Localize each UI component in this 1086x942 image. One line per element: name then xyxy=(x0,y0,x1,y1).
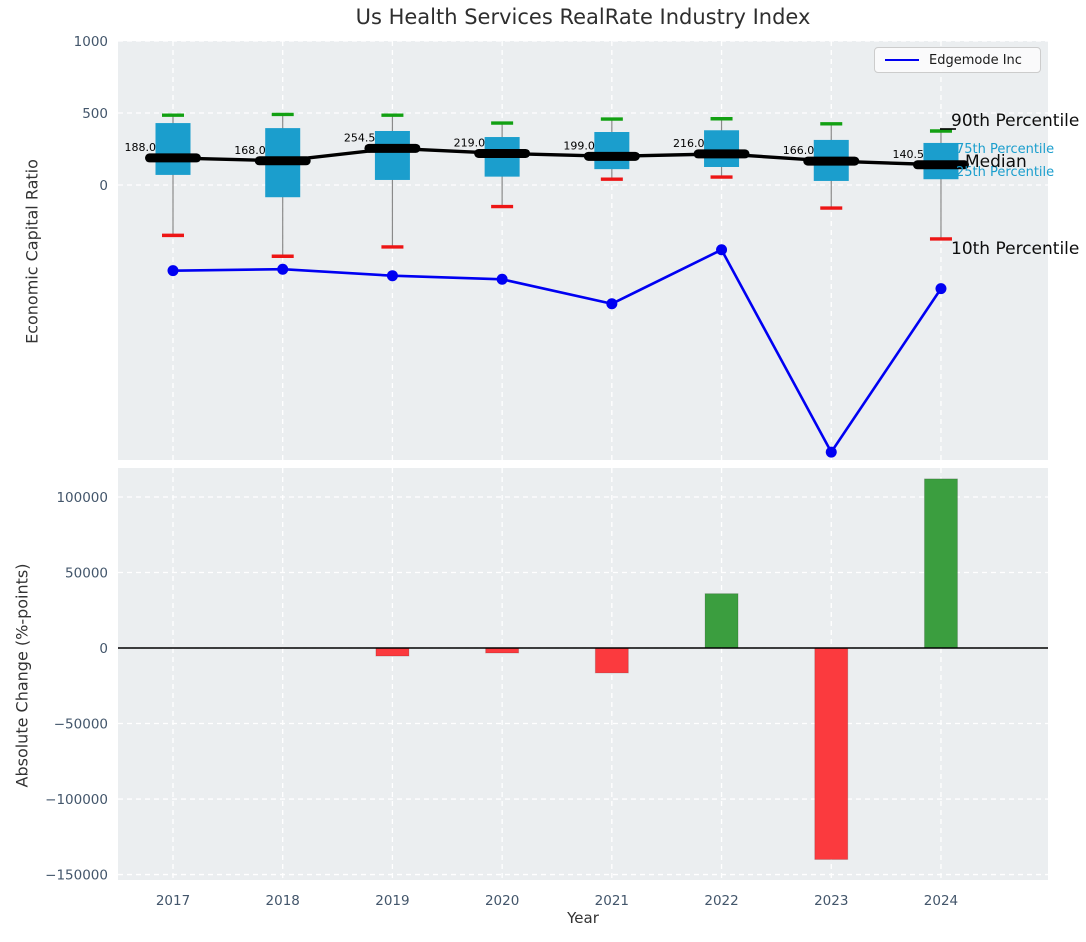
median-value-label: 140.5 xyxy=(892,148,924,161)
svg-text:0: 0 xyxy=(99,178,108,194)
x-tick-label: 2022 xyxy=(704,893,738,909)
annotation-10th-percentile: 10th Percentile xyxy=(951,239,1080,259)
x-tick-label: 2017 xyxy=(156,893,190,909)
annotation-75th-percentile: 75th Percentile xyxy=(956,142,1055,157)
median-value-label: 168.0 xyxy=(234,144,266,157)
median-value-label: 216.0 xyxy=(673,137,705,150)
bar-2024 xyxy=(923,478,958,649)
median-value-label: 199.0 xyxy=(563,139,595,152)
boxplot-2017 xyxy=(155,113,191,238)
median-value-label: 254.5 xyxy=(344,131,376,144)
series-edgemode-inc xyxy=(167,244,947,458)
median-blob xyxy=(145,153,201,163)
boxplot-2022 xyxy=(704,117,740,179)
x-tick-labels: 2017 2018 2019 2020 2021 2022 2023 2024 xyxy=(156,893,958,909)
median-blob xyxy=(693,149,750,159)
x-tick-label: 2020 xyxy=(485,893,519,909)
series-marker xyxy=(825,446,837,458)
x-tick-label: 2023 xyxy=(814,893,848,909)
median-blob xyxy=(474,148,531,158)
median-blob xyxy=(254,156,311,166)
median-value-label: 219.0 xyxy=(454,136,486,149)
annotation-90th-percentile: 90th Percentile xyxy=(951,111,1080,131)
x-tick-label: 2018 xyxy=(266,893,300,909)
iqr-box xyxy=(374,130,410,180)
x-tick-label: 2021 xyxy=(595,893,629,909)
median-blob xyxy=(583,151,640,161)
legend-box: Edgemode Inc xyxy=(874,47,1041,73)
bar-2019 xyxy=(375,647,410,657)
svg-text:100000: 100000 xyxy=(56,490,108,506)
series-marker xyxy=(167,265,179,277)
iqr-box xyxy=(594,131,630,170)
series-marker xyxy=(277,263,289,275)
chart-title: Us Health Services RealRate Industry Ind… xyxy=(355,5,811,29)
legend-series-label: Edgemode Inc xyxy=(929,52,1022,68)
median-value-label: 166.0 xyxy=(783,144,815,157)
iqr-box xyxy=(155,123,191,175)
boxplot-2021 xyxy=(594,117,630,181)
change-bars xyxy=(375,478,958,860)
bottom-y-tick-labels: −150000 −100000 −50000 0 50000 100000 xyxy=(45,490,108,884)
series-marker xyxy=(716,244,728,256)
series-marker xyxy=(496,273,508,285)
x-axis-label: Year xyxy=(567,909,599,927)
top-y-tick-labels: 0 500 1000 xyxy=(74,34,108,194)
bottom-axes-background xyxy=(118,468,1048,880)
annotation-median: Median xyxy=(965,152,1027,172)
svg-text:500: 500 xyxy=(82,106,108,122)
boxplot-2019 xyxy=(374,113,410,249)
series-marker xyxy=(386,270,398,282)
median-blob xyxy=(912,160,969,170)
x-tick-label: 2019 xyxy=(375,893,409,909)
svg-text:−150000: −150000 xyxy=(45,868,108,884)
top-axes-background xyxy=(118,41,1048,460)
series-marker xyxy=(606,298,618,310)
bar-2021 xyxy=(594,647,629,674)
series-marker xyxy=(935,283,947,295)
svg-text:50000: 50000 xyxy=(65,566,108,582)
median-line-group: 188.0 168.0 254.5 219.0 199.0 216.0 166.0 140.5 xyxy=(125,128,969,170)
median-blob xyxy=(364,143,421,153)
svg-text:0: 0 xyxy=(99,641,108,657)
bar-2022 xyxy=(704,593,739,649)
svg-text:−100000: −100000 xyxy=(45,792,108,808)
legend-line-swatch xyxy=(885,59,919,61)
svg-text:−50000: −50000 xyxy=(54,717,108,733)
x-tick-label: 2024 xyxy=(924,893,958,909)
iqr-box xyxy=(704,130,740,167)
median-blob xyxy=(803,156,860,166)
svg-text:1000: 1000 xyxy=(74,34,108,50)
median-value-label: 188.0 xyxy=(125,141,157,154)
annotation-25th-percentile: 25th Percentile xyxy=(956,165,1055,180)
bar-2023 xyxy=(814,647,849,860)
